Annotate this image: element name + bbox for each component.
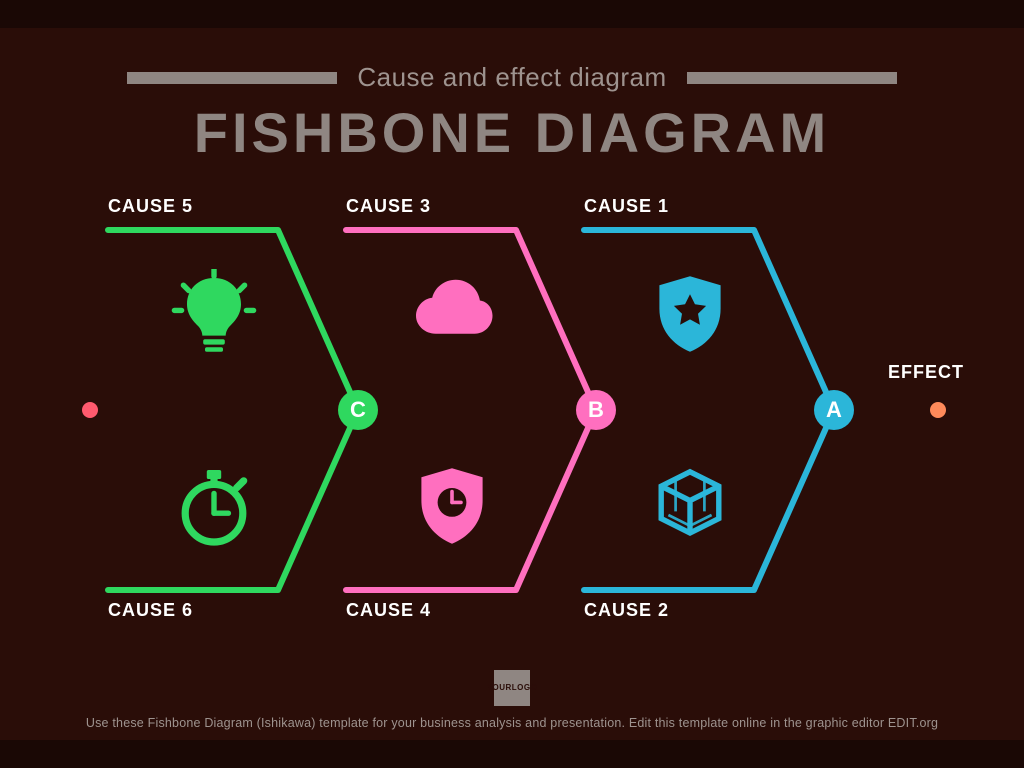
cause-label: CAUSE 5	[108, 196, 193, 217]
cause-label: CAUSE 1	[584, 196, 669, 217]
branch-node-c: C	[338, 390, 378, 430]
cause-label: CAUSE 3	[346, 196, 431, 217]
footer-caption: Use these Fishbone Diagram (Ishikawa) te…	[0, 716, 1024, 730]
cause-label: CAUSE 4	[346, 600, 431, 621]
effect-label: EFFECT	[888, 362, 964, 383]
fishbone-svg	[0, 0, 1024, 768]
diagram-canvas: Cause and effect diagram FISHBONE DIAGRA…	[0, 0, 1024, 768]
clock-shield-icon	[407, 461, 497, 551]
branch-node-b: B	[576, 390, 616, 430]
star-shield-icon	[645, 269, 735, 359]
cube-icon	[645, 461, 735, 551]
lightbulb-icon	[169, 269, 259, 359]
logo-placeholder: YOURLOGO	[494, 670, 530, 706]
cloud-icon	[407, 269, 497, 359]
cause-label: CAUSE 2	[584, 600, 669, 621]
branch-node-a: A	[814, 390, 854, 430]
stopwatch-icon	[169, 461, 259, 551]
cause-label: CAUSE 6	[108, 600, 193, 621]
